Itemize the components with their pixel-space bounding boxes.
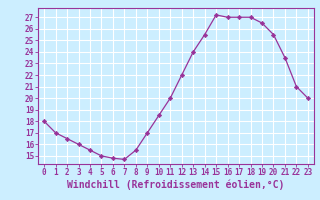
X-axis label: Windchill (Refroidissement éolien,°C): Windchill (Refroidissement éolien,°C): [67, 180, 285, 190]
